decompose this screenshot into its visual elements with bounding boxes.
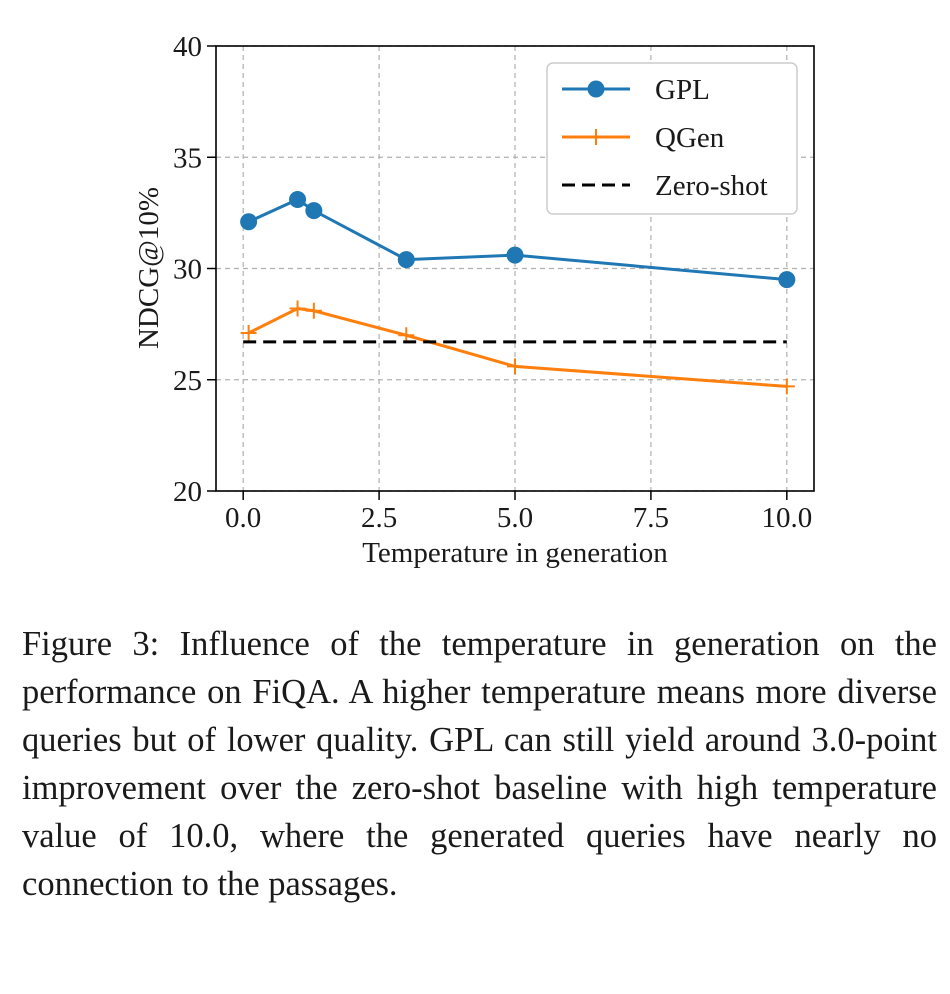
data-point-gpl	[305, 202, 323, 220]
legend-label-gpl: GPL	[655, 74, 710, 106]
legend-item-zero-shot: Zero-shot	[562, 170, 768, 202]
legend-marker-gpl	[587, 80, 605, 98]
y-tick-label: 30	[173, 254, 202, 286]
plot-series	[240, 191, 796, 395]
legend-item-gpl: GPL	[562, 74, 710, 106]
legend-marker-qgen	[588, 129, 604, 145]
data-point-gpl	[240, 213, 258, 231]
y-axis-label: NDCG@10%	[133, 187, 165, 349]
data-point-gpl	[506, 246, 524, 264]
legend-label-qgen: QGen	[655, 122, 725, 154]
line-chart: 0.0 2.5 5.0 7.5 10.0 20 25 30 35 40 Temperature i…	[133, 31, 815, 569]
data-point-qgen	[778, 378, 795, 395]
figure-caption: Figure 3: Influence of the temperature i…	[22, 625, 937, 903]
data-point-qgen	[507, 358, 523, 375]
data-point-gpl	[397, 251, 415, 269]
legend: GPL QGen Zero-shot	[546, 62, 798, 215]
legend-label-zero-shot: Zero-shot	[655, 170, 768, 202]
x-tick-label: 0.0	[225, 502, 261, 534]
data-point-gpl	[778, 271, 796, 289]
y-tick-label: 25	[173, 365, 202, 397]
y-tick-label: 40	[173, 31, 202, 63]
series-line-qgen	[247, 307, 787, 388]
y-tick-label: 20	[173, 476, 202, 508]
series-line-gpl	[247, 197, 787, 282]
data-point-qgen	[289, 300, 306, 317]
legend-item-qgen: QGen	[562, 122, 725, 154]
axis-ticks: 0.0 2.5 5.0 7.5 10.0 20 25 30 35 40	[173, 31, 812, 534]
data-point-gpl	[289, 191, 307, 209]
legend-frame	[546, 62, 798, 215]
x-tick-label: 2.5	[361, 502, 397, 534]
data-point-qgen	[240, 325, 257, 342]
data-point-qgen	[305, 302, 322, 319]
x-tick-label: 7.5	[633, 502, 669, 534]
x-tick-label: 5.0	[497, 502, 533, 534]
x-axis-label: Temperature in generation	[362, 537, 668, 569]
y-tick-label: 35	[173, 142, 202, 174]
x-tick-label: 10.0	[761, 502, 812, 534]
